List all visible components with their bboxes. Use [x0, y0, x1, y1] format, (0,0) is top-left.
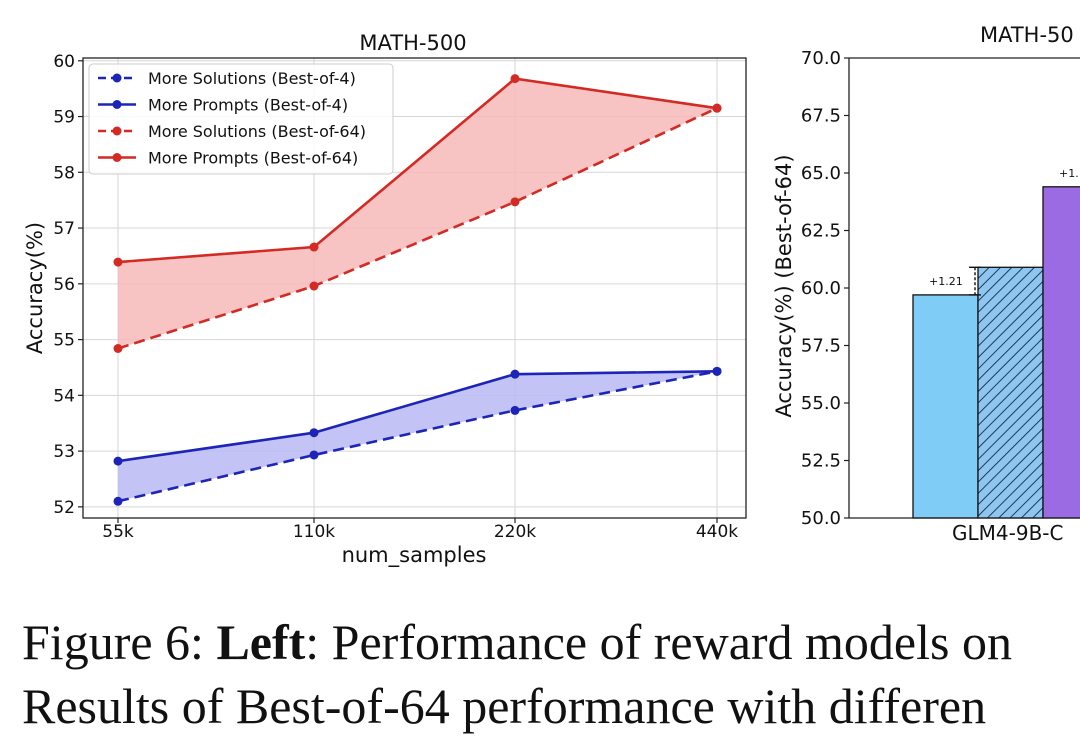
caption-left-keyword: Left [216, 614, 306, 670]
left-x-ticks: 55k 110k 220k 440k [102, 518, 738, 542]
right-y-tick-label: 65.0 [801, 163, 841, 184]
left-y-tick-label: 60 [53, 52, 75, 72]
series-point-2 [510, 197, 520, 207]
bar-0 [912, 294, 979, 519]
right-bar-chart: MATH-50 +1.21 +1. 50.0 52.5 55.0 57.5 60.0 62.… [772, 23, 1080, 545]
left-series-lines [117, 77, 718, 503]
legend-swatch-marker [112, 126, 122, 136]
legend-entry-label: More Solutions (Best-of-64) [148, 122, 366, 141]
left-legend-box [88, 63, 394, 175]
series-point-3 [510, 74, 520, 84]
right-y-tick-label: 70.0 [801, 48, 841, 69]
series-point-2 [113, 343, 123, 353]
right-y-axis-label: Accuracy(%) (Best-of-64) [772, 154, 796, 417]
right-y-tick-label: 57.5 [801, 336, 841, 357]
series-point-0 [113, 496, 123, 506]
bar-1 [977, 266, 1044, 519]
series-point-0 [309, 450, 319, 460]
right-y-tick-label: 67.5 [801, 106, 841, 127]
series-point-0 [510, 405, 520, 415]
left-legend: More Solutions (Best-of-4) More Prompts (… [88, 63, 394, 175]
series-line-0 [117, 370, 718, 503]
bar-annotation: +1. [1059, 167, 1079, 180]
left-x-axis-label: num_samples [342, 543, 487, 568]
series-point-3 [309, 242, 319, 252]
left-y-tick-label: 55 [53, 331, 75, 351]
bar-2 [1042, 186, 1080, 519]
legend-swatch-marker [112, 73, 122, 83]
series-point-1 [309, 428, 319, 438]
left-x-tick-label: 110k [293, 522, 335, 542]
right-bars [912, 186, 1080, 519]
right-y-tick-label: 62.5 [801, 221, 841, 242]
left-plot-frame [82, 57, 747, 519]
right-y-ticks: 50.0 52.5 55.0 57.5 60.0 62.5 65.0 67.5 70.0 [801, 48, 849, 529]
left-y-tick-label: 58 [53, 163, 75, 183]
series-point-3 [113, 257, 123, 267]
caption-line1-text: : Performance of reward models on [305, 614, 1012, 670]
left-line-chart: MATH-500 52 53 54 55 56 57 58 59 60 55k 110k 220k 4… [23, 31, 747, 568]
left-y-tick-label: 53 [53, 442, 75, 462]
left-x-tick-label: 220k [494, 522, 536, 542]
legend-entry-label: More Prompts (Best-of-64) [148, 149, 358, 168]
left-band-fills [118, 78, 717, 502]
legend-swatch-marker [112, 100, 122, 109]
left-y-ticks: 52 53 54 55 56 57 58 59 60 [53, 52, 83, 518]
left-x-tick-label: 440k [696, 522, 738, 542]
right-bar-annotations: +1.21 +1. [929, 167, 1079, 296]
right-y-tick-label: 52.5 [801, 451, 841, 472]
caption-line2-text: Results of Best-of-64 performance with d… [22, 678, 987, 734]
left-series-markers [113, 74, 722, 506]
right-y-tick-label: 50.0 [801, 508, 841, 529]
left-y-tick-label: 54 [53, 386, 75, 406]
series-point-1 [712, 366, 722, 376]
left-y-tick-label: 56 [53, 275, 75, 295]
left-chart-title: MATH-500 [359, 31, 466, 55]
right-y-tick-label: 60.0 [801, 278, 841, 299]
left-y-tick-label: 57 [53, 219, 75, 239]
figure-caption-line-1: Figure 6: Left: Performance of reward mo… [22, 617, 1080, 667]
series-line-1 [117, 370, 718, 463]
legend-entry-label: More Prompts (Best-of-4) [148, 96, 348, 115]
caption-figure-number: Figure 6: [22, 614, 217, 670]
bar-annotation: +1.21 [929, 275, 963, 288]
right-chart-title: MATH-50 [980, 23, 1074, 47]
series-point-1 [510, 369, 520, 379]
series-point-1 [113, 456, 123, 466]
best-of-64-gap-fill [118, 78, 717, 349]
series-line-2 [117, 107, 718, 350]
figure-caption-line-2: Results of Best-of-64 performance with d… [22, 681, 1080, 731]
series-point-2 [309, 281, 319, 291]
series-line-3 [117, 77, 718, 264]
left-y-tick-label: 52 [53, 498, 75, 518]
best-of-4-gap-fill [118, 371, 717, 502]
left-y-axis-label: Accuracy(%) [23, 222, 47, 354]
legend-entry-label: More Solutions (Best-of-4) [148, 69, 356, 88]
left-y-tick-label: 59 [53, 108, 75, 128]
legend-swatch-marker [112, 153, 122, 162]
left-x-tick-label: 55k [102, 522, 134, 542]
series-point-3 [712, 103, 722, 113]
right-y-tick-label: 55.0 [801, 393, 841, 414]
right-x-category-label: GLM4-9B-C [952, 521, 1063, 545]
